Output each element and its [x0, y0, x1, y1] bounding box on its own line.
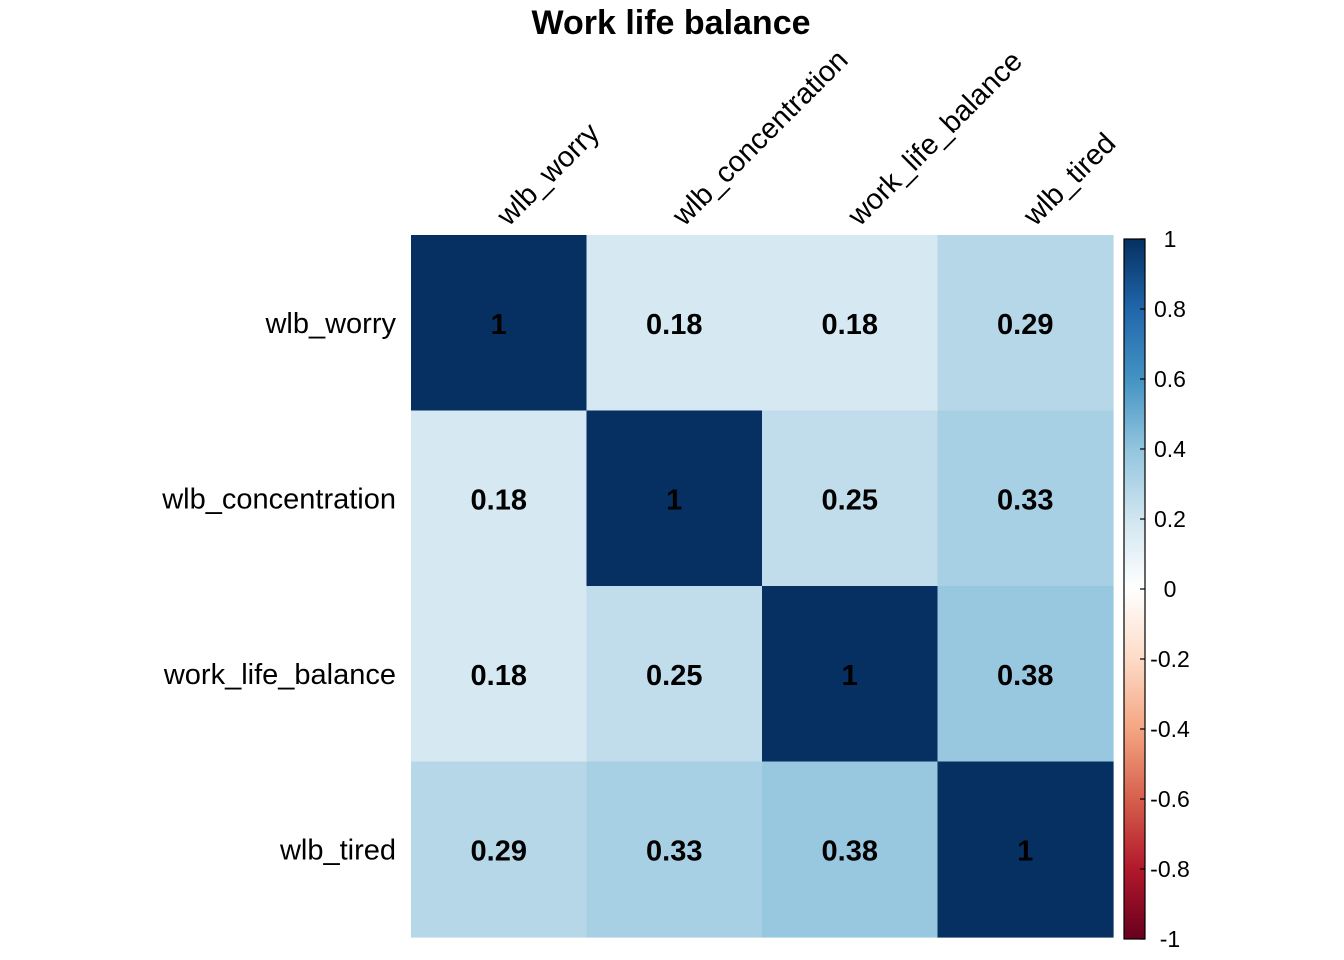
color-legend-tick-label: 0.8 — [1154, 296, 1186, 322]
heatmap-cell — [411, 761, 588, 938]
heatmap-cell — [411, 410, 588, 587]
cell-value-label: 1 — [1017, 835, 1033, 867]
column-label: wlb_worry — [490, 117, 606, 233]
heatmap-cell — [586, 410, 763, 587]
color-legend-tick-label: 0.2 — [1154, 506, 1186, 532]
heatmap-cell — [762, 410, 939, 587]
cell-value-label: 1 — [491, 309, 507, 341]
heatmap-cell — [411, 586, 588, 763]
cell-value-label: 0.18 — [471, 484, 527, 516]
cell-value-label: 0.29 — [997, 309, 1053, 341]
column-label: work_life_balance — [841, 45, 1028, 232]
row-label: wlb_worry — [264, 308, 396, 340]
column-label: wlb_concentration — [666, 44, 855, 233]
chart-title: Work life balance — [531, 4, 810, 42]
cell-value-label: 0.38 — [822, 835, 878, 867]
heatmap-cell — [937, 586, 1114, 763]
heatmap-cell — [937, 410, 1114, 587]
cell-value-label: 1 — [666, 484, 682, 516]
heatmap-cell — [586, 761, 763, 938]
heatmap-cell — [762, 235, 939, 412]
row-label: work_life_balance — [163, 659, 396, 691]
color-legend-tick-label: -0.4 — [1150, 716, 1190, 742]
heatmap-cell — [586, 586, 763, 763]
cell-value-label: 0.25 — [822, 484, 878, 516]
column-label: wlb_tired — [1017, 127, 1122, 232]
color-legend-tick-label: 0.4 — [1154, 436, 1186, 462]
cell-value-label: 0.38 — [997, 660, 1053, 692]
row-labels: wlb_worry wlb_concentration work_life_bala… — [161, 308, 396, 867]
cell-value-label: 0.25 — [646, 660, 702, 692]
heatmap-cell — [937, 761, 1114, 938]
cell-value-label: 1 — [842, 660, 858, 692]
row-label: wlb_concentration — [161, 483, 396, 515]
color-legend-tick-label: 0.6 — [1154, 366, 1186, 392]
heatmap-cells: 1 0.18 0.18 0.29 0.18 1 0.25 0.33 0.18 0.25 1 0.38 0… — [411, 235, 1114, 938]
row-label: wlb_tired — [279, 834, 396, 866]
heatmap-cell — [937, 235, 1114, 412]
color-legend-tick-label: 1 — [1164, 226, 1177, 252]
color-legend-tick-label: 0 — [1164, 576, 1177, 602]
heatmap-cell — [762, 761, 939, 938]
cell-value-label: 0.29 — [471, 835, 527, 867]
cell-value-label: 0.18 — [471, 660, 527, 692]
heatmap-cell — [411, 235, 588, 412]
color-legend-tick-label: -1 — [1160, 926, 1180, 952]
cell-value-label: 0.33 — [997, 484, 1053, 516]
cell-value-label: 0.18 — [822, 309, 878, 341]
column-labels: wlb_worry wlb_concentrationwork_life_bala… — [490, 44, 1122, 233]
color-legend-tick-label: -0.6 — [1150, 786, 1190, 812]
cell-value-label: 0.33 — [646, 835, 702, 867]
color-legend-tick-label: -0.2 — [1150, 646, 1190, 672]
heatmap-cell — [586, 235, 763, 412]
heatmap-cell — [762, 586, 939, 763]
color-legend: 1 0.8 0.6 0.4 0.2 0 -0.2 -0.4 -0.6 -0.8 -1 — [1123, 226, 1190, 952]
color-legend-tick-label: -0.8 — [1150, 856, 1190, 882]
cell-value-label: 0.18 — [646, 309, 702, 341]
